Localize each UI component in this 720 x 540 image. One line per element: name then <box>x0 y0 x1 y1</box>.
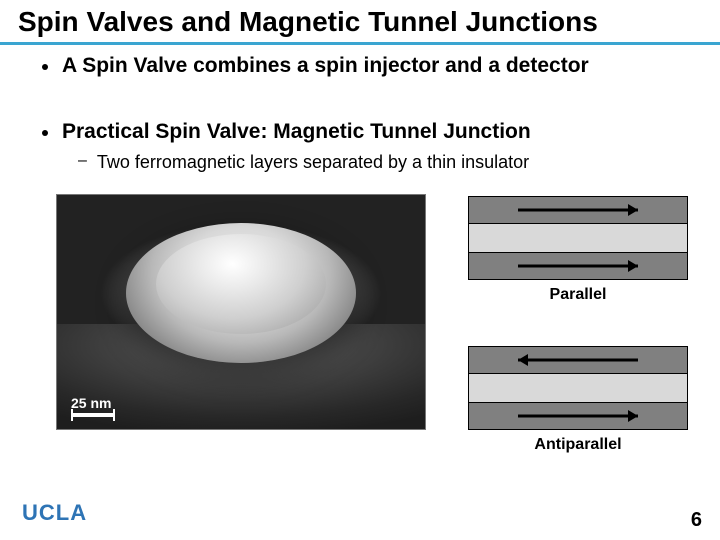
mtj-top-layer <box>468 196 688 224</box>
title-underline <box>0 42 720 45</box>
arrow-right-icon <box>508 406 648 426</box>
bullet-2-text: Practical Spin Valve: Magnetic Tunnel Ju… <box>62 120 531 144</box>
bullet-1-text: A Spin Valve combines a spin injector an… <box>62 54 589 78</box>
arrow-right-icon <box>508 256 648 276</box>
slide: Spin Valves and Magnetic Tunnel Junction… <box>0 0 720 540</box>
mtj-antiparallel <box>468 346 688 430</box>
bullet-dot-icon <box>42 64 48 70</box>
mtj-bottom-layer <box>468 252 688 280</box>
mtj-parallel <box>468 196 688 280</box>
scale-bar-line <box>71 413 115 417</box>
mtj-insulator-layer <box>468 224 688 252</box>
mtj-antiparallel-label: Antiparallel <box>468 436 688 454</box>
sem-dome-inner <box>156 234 326 334</box>
sub-bullet-1: – Two ferromagnetic layers separated by … <box>78 152 529 173</box>
mtj-insulator-layer <box>468 374 688 402</box>
scale-bar: 25 nm <box>71 395 115 417</box>
slide-title: Spin Valves and Magnetic Tunnel Junction… <box>18 6 598 38</box>
ucla-logo: UCLA <box>22 500 87 526</box>
mtj-parallel-label: Parallel <box>468 286 688 304</box>
dash-icon: – <box>78 152 87 170</box>
sub-bullet-1-text: Two ferromagnetic layers separated by a … <box>97 152 529 173</box>
page-number: 6 <box>691 509 702 532</box>
arrow-right-icon <box>508 200 648 220</box>
bullet-2: Practical Spin Valve: Magnetic Tunnel Ju… <box>42 120 531 144</box>
mtj-top-layer <box>468 346 688 374</box>
bullet-dot-icon <box>42 130 48 136</box>
bullet-1: A Spin Valve combines a spin injector an… <box>42 54 589 78</box>
arrow-left-icon <box>508 350 648 370</box>
sem-micrograph: 25 nm <box>56 194 426 430</box>
scale-bar-label: 25 nm <box>71 395 115 411</box>
mtj-bottom-layer <box>468 402 688 430</box>
